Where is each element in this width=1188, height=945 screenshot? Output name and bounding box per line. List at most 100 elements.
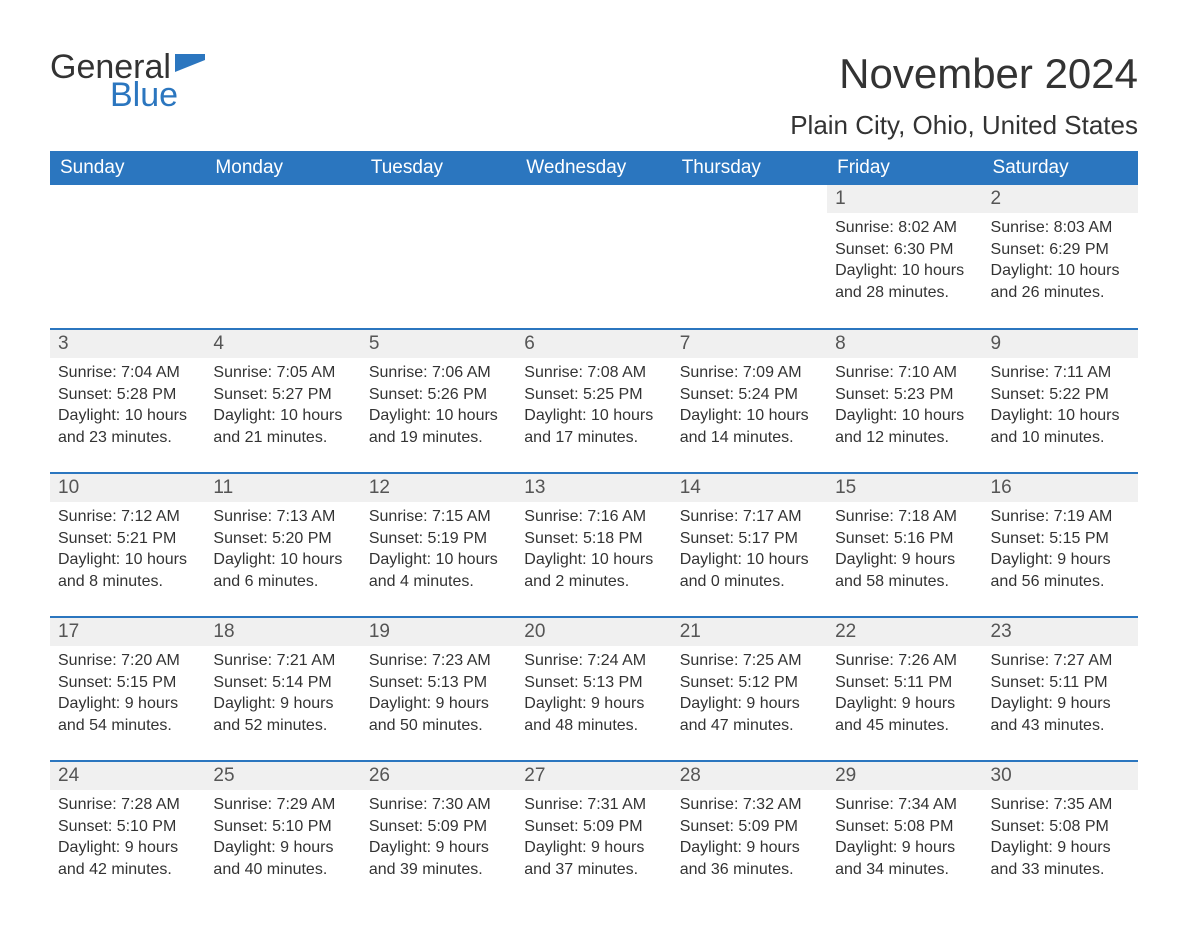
calendar-cell: . [50,185,205,329]
sunset-line: Sunset: 5:08 PM [835,816,974,838]
brand-word-2: Blue [110,78,205,112]
day-body: Sunrise: 7:23 AMSunset: 5:13 PMDaylight:… [361,646,516,744]
daylight-line-1: Daylight: 10 hours [680,405,819,427]
day-body: Sunrise: 7:28 AMSunset: 5:10 PMDaylight:… [50,790,205,888]
calendar-cell: 5Sunrise: 7:06 AMSunset: 5:26 PMDaylight… [361,329,516,473]
sunrise-line: Sunrise: 7:19 AM [991,506,1130,528]
daylight-line-1: Daylight: 9 hours [991,549,1130,571]
day-number: 27 [516,762,671,790]
daylight-line-1: Daylight: 10 hours [524,405,663,427]
daylight-line-2: and 19 minutes. [369,427,508,449]
calendar-table: SundayMondayTuesdayWednesdayThursdayFrid… [50,151,1138,905]
daylight-line-2: and 28 minutes. [835,282,974,304]
sunset-line: Sunset: 5:08 PM [991,816,1130,838]
calendar-cell: 25Sunrise: 7:29 AMSunset: 5:10 PMDayligh… [205,761,360,905]
daylight-line-2: and 0 minutes. [680,571,819,593]
day-number: 11 [205,474,360,502]
sunrise-line: Sunrise: 7:15 AM [369,506,508,528]
calendar-cell: 18Sunrise: 7:21 AMSunset: 5:14 PMDayligh… [205,617,360,761]
calendar-cell: 8Sunrise: 7:10 AMSunset: 5:23 PMDaylight… [827,329,982,473]
daylight-line-1: Daylight: 9 hours [524,693,663,715]
day-body: Sunrise: 7:12 AMSunset: 5:21 PMDaylight:… [50,502,205,600]
day-body: Sunrise: 7:19 AMSunset: 5:15 PMDaylight:… [983,502,1138,600]
day-body: Sunrise: 7:13 AMSunset: 5:20 PMDaylight:… [205,502,360,600]
sunset-line: Sunset: 5:10 PM [58,816,197,838]
daylight-line-1: Daylight: 9 hours [524,837,663,859]
calendar-cell: 27Sunrise: 7:31 AMSunset: 5:09 PMDayligh… [516,761,671,905]
day-number: 17 [50,618,205,646]
daylight-line-1: Daylight: 10 hours [369,549,508,571]
day-body: Sunrise: 7:31 AMSunset: 5:09 PMDaylight:… [516,790,671,888]
day-body: Sunrise: 8:02 AMSunset: 6:30 PMDaylight:… [827,213,982,311]
day-number: 2 [983,185,1138,213]
day-number: 13 [516,474,671,502]
day-body: Sunrise: 7:24 AMSunset: 5:13 PMDaylight:… [516,646,671,744]
sunrise-line: Sunrise: 7:18 AM [835,506,974,528]
day-number: 21 [672,618,827,646]
location-subtitle: Plain City, Ohio, United States [790,110,1138,141]
calendar-cell: 16Sunrise: 7:19 AMSunset: 5:15 PMDayligh… [983,473,1138,617]
calendar-week: 17Sunrise: 7:20 AMSunset: 5:15 PMDayligh… [50,617,1138,761]
calendar-cell: 9Sunrise: 7:11 AMSunset: 5:22 PMDaylight… [983,329,1138,473]
day-number: 1 [827,185,982,213]
sunset-line: Sunset: 5:15 PM [58,672,197,694]
day-body: Sunrise: 7:11 AMSunset: 5:22 PMDaylight:… [983,358,1138,456]
day-body: Sunrise: 7:10 AMSunset: 5:23 PMDaylight:… [827,358,982,456]
calendar-cell: 28Sunrise: 7:32 AMSunset: 5:09 PMDayligh… [672,761,827,905]
day-number: 28 [672,762,827,790]
calendar-cell: 29Sunrise: 7:34 AMSunset: 5:08 PMDayligh… [827,761,982,905]
day-number: 9 [983,330,1138,358]
sunset-line: Sunset: 5:23 PM [835,384,974,406]
daylight-line-1: Daylight: 10 hours [991,260,1130,282]
daylight-line-1: Daylight: 9 hours [213,837,352,859]
sunrise-line: Sunrise: 7:10 AM [835,362,974,384]
sunrise-line: Sunrise: 7:04 AM [58,362,197,384]
daylight-line-2: and 10 minutes. [991,427,1130,449]
sunrise-line: Sunrise: 7:16 AM [524,506,663,528]
calendar-cell: 15Sunrise: 7:18 AMSunset: 5:16 PMDayligh… [827,473,982,617]
calendar-cell: 20Sunrise: 7:24 AMSunset: 5:13 PMDayligh… [516,617,671,761]
calendar-cell: . [672,185,827,329]
day-number: 7 [672,330,827,358]
day-number: 23 [983,618,1138,646]
day-number: 8 [827,330,982,358]
day-body: Sunrise: 7:08 AMSunset: 5:25 PMDaylight:… [516,358,671,456]
calendar-cell: 22Sunrise: 7:26 AMSunset: 5:11 PMDayligh… [827,617,982,761]
sunrise-line: Sunrise: 7:32 AM [680,794,819,816]
daylight-line-2: and 42 minutes. [58,859,197,881]
daylight-line-2: and 50 minutes. [369,715,508,737]
day-number: 4 [205,330,360,358]
daylight-line-1: Daylight: 10 hours [524,549,663,571]
day-body: Sunrise: 7:06 AMSunset: 5:26 PMDaylight:… [361,358,516,456]
daylight-line-1: Daylight: 10 hours [213,405,352,427]
day-body: Sunrise: 8:03 AMSunset: 6:29 PMDaylight:… [983,213,1138,311]
day-body: Sunrise: 7:04 AMSunset: 5:28 PMDaylight:… [50,358,205,456]
calendar-cell: 6Sunrise: 7:08 AMSunset: 5:25 PMDaylight… [516,329,671,473]
calendar-body: .....1Sunrise: 8:02 AMSunset: 6:30 PMDay… [50,185,1138,905]
calendar-cell: . [516,185,671,329]
daylight-line-2: and 39 minutes. [369,859,508,881]
daylight-line-2: and 58 minutes. [835,571,974,593]
sunrise-line: Sunrise: 7:26 AM [835,650,974,672]
day-number: 6 [516,330,671,358]
daylight-line-2: and 43 minutes. [991,715,1130,737]
daylight-line-1: Daylight: 10 hours [213,549,352,571]
daylight-line-1: Daylight: 9 hours [213,693,352,715]
daylight-line-1: Daylight: 9 hours [680,837,819,859]
daylight-line-2: and 23 minutes. [58,427,197,449]
daylight-line-2: and 12 minutes. [835,427,974,449]
brand-logo: General Blue [50,50,205,112]
calendar-cell: 24Sunrise: 7:28 AMSunset: 5:10 PMDayligh… [50,761,205,905]
sunrise-line: Sunrise: 7:17 AM [680,506,819,528]
daylight-line-1: Daylight: 10 hours [369,405,508,427]
day-body: Sunrise: 7:16 AMSunset: 5:18 PMDaylight:… [516,502,671,600]
sunrise-line: Sunrise: 8:02 AM [835,217,974,239]
calendar-cell: 19Sunrise: 7:23 AMSunset: 5:13 PMDayligh… [361,617,516,761]
day-number: 19 [361,618,516,646]
daylight-line-2: and 52 minutes. [213,715,352,737]
daylight-line-1: Daylight: 9 hours [991,837,1130,859]
calendar-cell: . [361,185,516,329]
calendar-cell: 4Sunrise: 7:05 AMSunset: 5:27 PMDaylight… [205,329,360,473]
calendar-cell: 11Sunrise: 7:13 AMSunset: 5:20 PMDayligh… [205,473,360,617]
day-number: 22 [827,618,982,646]
